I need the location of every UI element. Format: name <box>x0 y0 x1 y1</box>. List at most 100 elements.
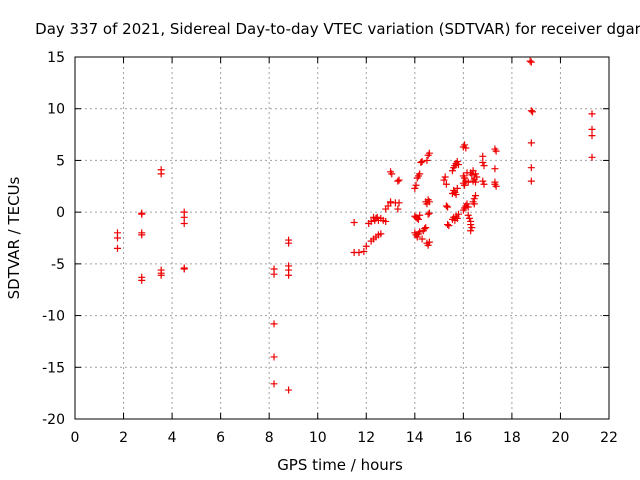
data-point <box>270 380 278 388</box>
x-tick-label: 20 <box>552 430 570 446</box>
x-tick-label: 2 <box>119 430 128 446</box>
data-point <box>157 271 165 279</box>
data-point <box>367 217 375 225</box>
data-point <box>377 230 385 238</box>
data-point <box>138 276 146 284</box>
data-point <box>180 220 188 228</box>
data-point <box>350 218 358 226</box>
data-point <box>388 170 396 178</box>
data-point <box>455 161 463 169</box>
x-tick-label: 16 <box>454 430 472 446</box>
x-tick-label: 6 <box>216 430 225 446</box>
data-point <box>479 158 487 166</box>
data-point <box>413 233 421 241</box>
data-point <box>479 177 487 185</box>
data-point <box>387 198 395 206</box>
x-tick-label: 18 <box>503 430 521 446</box>
data-point <box>416 228 424 236</box>
data-point <box>113 244 121 252</box>
data-point <box>480 180 488 188</box>
data-point <box>113 234 121 242</box>
data-point <box>453 184 461 192</box>
data-point <box>470 195 478 203</box>
data-point <box>421 225 429 233</box>
data-point <box>465 214 473 222</box>
data-point <box>412 181 420 189</box>
data-point <box>472 170 479 178</box>
data-point <box>425 198 433 206</box>
data-point <box>588 153 596 161</box>
data-point <box>362 242 370 250</box>
y-tick-label: -10 <box>42 309 65 325</box>
data-point <box>527 58 535 66</box>
data-point <box>424 241 432 249</box>
data-point <box>355 248 363 256</box>
data-point <box>529 108 537 116</box>
data-point <box>480 162 488 170</box>
data-point <box>461 141 469 149</box>
data-point <box>423 156 431 164</box>
x-tick-label: 4 <box>168 430 177 446</box>
x-tick-label: 10 <box>309 430 327 446</box>
data-point <box>492 147 500 155</box>
data-point <box>588 110 596 118</box>
data-point <box>444 221 452 229</box>
data-point <box>270 270 278 278</box>
data-point <box>467 227 475 235</box>
data-point <box>452 191 460 199</box>
x-tick-label: 8 <box>265 430 274 446</box>
data-point <box>526 57 534 65</box>
data-point <box>395 199 403 207</box>
data-point <box>417 158 425 166</box>
data-point <box>418 157 426 165</box>
data-point <box>588 125 596 133</box>
data-point <box>442 180 450 188</box>
data-point <box>416 170 424 178</box>
data-point <box>180 213 188 221</box>
data-point <box>467 221 475 229</box>
y-axis-label: SDTVAR / TECUs <box>5 176 23 299</box>
y-tick-label: -5 <box>51 257 65 273</box>
data-point <box>527 139 535 147</box>
data-point <box>270 353 278 361</box>
plot-frame <box>74 56 610 420</box>
data-point <box>445 222 453 230</box>
x-tick-labels: 0 2 4 6 8 10 12 14 16 18 20 22 <box>71 430 618 446</box>
data-point <box>462 144 470 152</box>
data-point <box>453 157 461 165</box>
data-point <box>440 176 448 184</box>
chart-title: Day 337 of 2021, Sidereal Day-to-day VTE… <box>35 20 640 38</box>
x-axis-label: GPS time / hours <box>277 456 403 474</box>
data-point <box>468 224 476 232</box>
data-point <box>394 205 402 213</box>
data-point <box>360 247 368 255</box>
data-point <box>461 174 469 182</box>
data-point <box>453 214 461 222</box>
data-point <box>527 177 535 185</box>
x-tick-label: 14 <box>406 430 424 446</box>
data-point <box>444 203 452 211</box>
data-point <box>464 178 472 186</box>
data-point <box>285 271 293 279</box>
x-tick-label: 22 <box>600 430 618 446</box>
data-points <box>113 57 596 394</box>
data-point <box>588 132 596 140</box>
data-point <box>464 211 472 219</box>
data-point <box>441 173 449 181</box>
data-point <box>468 171 476 179</box>
x-tick-label: 0 <box>71 430 80 446</box>
data-point <box>411 184 419 192</box>
data-point <box>138 231 146 239</box>
data-point <box>425 209 433 217</box>
data-point <box>491 165 499 173</box>
data-point <box>461 181 469 189</box>
data-point <box>394 177 402 185</box>
data-point <box>373 213 381 221</box>
data-point <box>414 215 422 223</box>
data-point <box>464 203 472 211</box>
grid-lines <box>75 57 609 419</box>
data-point <box>463 200 471 208</box>
y-tick-label: 5 <box>56 153 65 169</box>
y-tick-labels: -20 -15 -10 -5 0 5 10 15 <box>42 50 65 428</box>
y-tick-label: 0 <box>56 205 65 221</box>
